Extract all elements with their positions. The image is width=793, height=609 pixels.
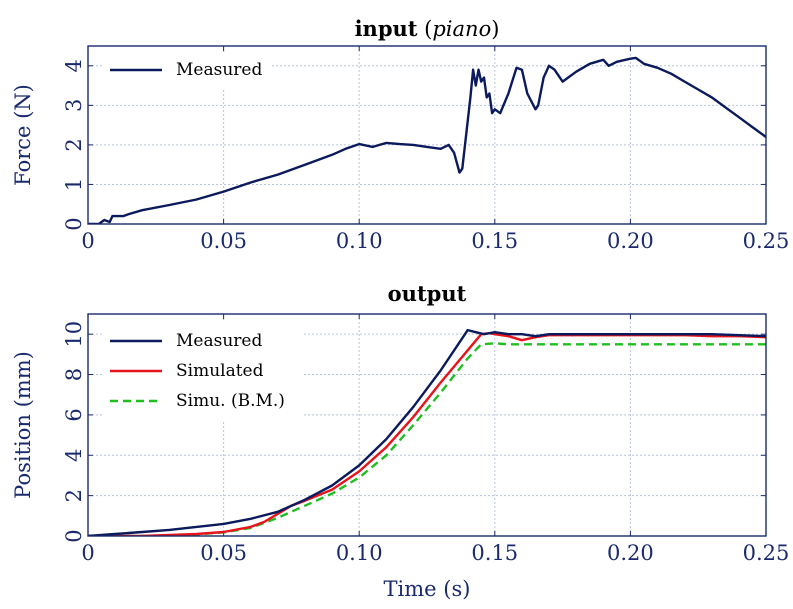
x-tick-label: 0.10 (336, 541, 383, 565)
y-tick-label: 2 (62, 138, 86, 151)
legend-label: Measured (176, 331, 262, 351)
y-tick-label: 6 (62, 408, 86, 421)
x-tick-label: 0.15 (471, 229, 518, 253)
legend-label: Simu. (B.M.) (176, 391, 285, 411)
plot-frame (87, 313, 767, 537)
x-tick-label: 0 (81, 541, 94, 565)
x-tick-label: 0.05 (200, 541, 247, 565)
y-tick-label: 0 (62, 529, 86, 542)
y-tick-label: 3 (62, 99, 86, 112)
chart-title-paren-open: ( (417, 17, 432, 41)
plot-frame (87, 45, 767, 225)
chart-title: input (piano) (355, 16, 500, 41)
x-tick-label: 0.20 (607, 229, 654, 253)
x-tick-label: 0.15 (471, 541, 518, 565)
y-tick-label: 2 (62, 489, 86, 502)
x-tick-label: 0.20 (607, 541, 654, 565)
y-tick-label: 4 (62, 449, 86, 462)
legend-label: Measured (176, 60, 262, 80)
y-tick-label: 10 (62, 321, 86, 348)
y-tick-label: 1 (62, 178, 86, 191)
x-tick-label: 0.25 (743, 229, 790, 253)
x-tick-label: 0.05 (200, 229, 247, 253)
x-tick-label: 0.10 (336, 229, 383, 253)
chart-title-italic: piano (432, 17, 491, 41)
legend-label: Simulated (176, 361, 264, 381)
chart-title-paren-close: ) (491, 17, 499, 41)
chart-panel-2: output 0 0.05 0.10 0.15 0.20 0.25 0 2 4 6 8 10 Positi… (11, 281, 789, 601)
chart-title-main: output (388, 281, 467, 306)
y-axis-label: Position (mm) (11, 351, 35, 499)
legend: Measured Simulated Simu. (B.M.) (102, 320, 302, 422)
series-line-measured (88, 56, 766, 224)
chart-title: output (388, 281, 467, 306)
legend: Measured (102, 52, 272, 88)
y-axis-label: Force (N) (11, 84, 35, 186)
y-tick-label: 4 (62, 59, 86, 72)
y-tick-label: 0 (62, 217, 86, 230)
chart-panel-1: input (piano) 0 0.05 0.10 0.15 0.20 0.25 0 1 2 3 4 F… (11, 16, 789, 253)
series-line-measured (88, 328, 766, 536)
x-axis-label: Time (s) (384, 577, 471, 601)
x-tick-label: 0 (81, 229, 94, 253)
y-tick-label: 8 (62, 368, 86, 381)
chart-title-main: input (355, 16, 418, 41)
x-tick-label: 0.25 (743, 541, 790, 565)
